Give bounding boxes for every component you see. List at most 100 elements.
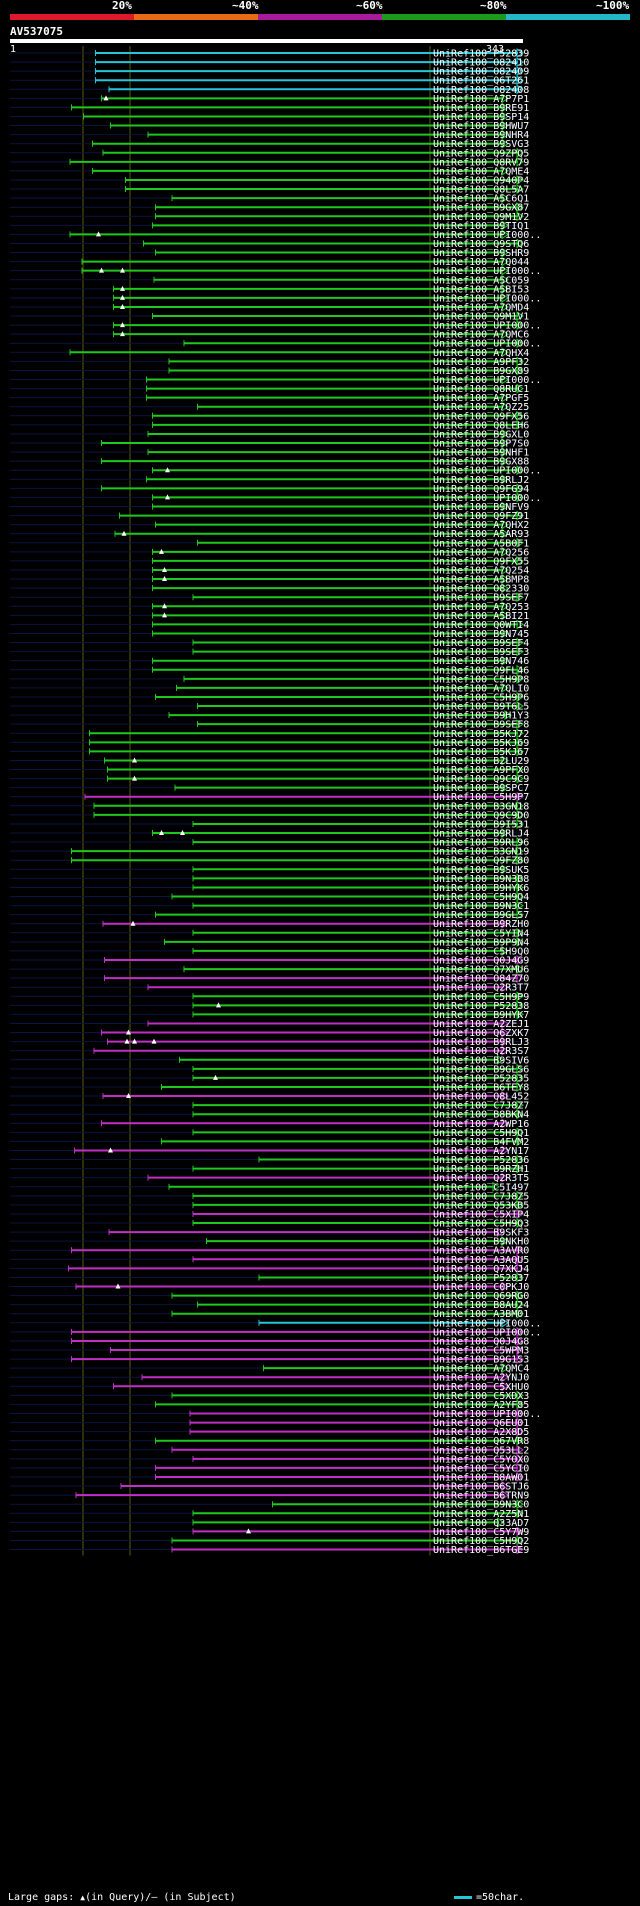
hit-label: UniRef100_Q6T261: [433, 76, 529, 87]
hit-label: UniRef100_A2ZEJ1: [433, 1019, 529, 1030]
hit-end-arrow: [501, 120, 509, 131]
hit-end-arrow: [501, 610, 509, 621]
hit-label: UniRef100_B9SEF4: [433, 638, 529, 649]
hit-label: UniRef100_Q9FX56: [433, 411, 529, 422]
hit-label: UniRef100_A2YF85: [433, 1400, 529, 1411]
hit-end-arrow: [516, 147, 524, 158]
hit-end-arrow: [516, 773, 524, 784]
hit-end-arrow: [501, 129, 509, 140]
hit-label: UniRef100_Q0J4G9: [433, 956, 529, 967]
hit-end-arrow: [501, 474, 509, 485]
query-gap-marker: [132, 775, 137, 781]
hit-end-arrow: [516, 492, 524, 503]
hit-end-arrow: [501, 1381, 509, 1392]
hit-end-arrow: [516, 909, 524, 920]
hit-end-arrow: [516, 238, 524, 249]
hit-end-arrow: [501, 1018, 509, 1029]
hit-end-arrow: [501, 220, 509, 231]
hit-end-arrow: [516, 873, 524, 884]
hit-label: UniRef100_UPI000..: [433, 466, 541, 477]
hit-end-arrow: [501, 438, 509, 448]
hit-end-arrow: [516, 1426, 524, 1437]
hit-label: UniRef100_B9N3C1: [433, 901, 529, 912]
hit-label: UniRef100_B9GX87: [433, 203, 529, 214]
hit-label: UniRef100_B9P7S0: [433, 439, 529, 450]
hit-end-arrow: [516, 1000, 524, 1011]
hit-label: UniRef100_A2Z5N1: [433, 1509, 529, 1520]
hit-label: UniRef100_B3GN18: [433, 801, 529, 812]
hit-label: UniRef100_B9TIQ1: [433, 221, 529, 232]
hit-end-arrow: [516, 900, 524, 911]
hit-end-arrow: [516, 1100, 524, 1111]
hit-end-arrow: [516, 410, 524, 421]
hit-end-arrow: [516, 1163, 524, 1174]
hit-label: UniRef100_A5BI21: [433, 611, 529, 622]
hit-label: UniRef100_A7QMD4: [433, 302, 529, 313]
hit-end-arrow: [516, 737, 524, 748]
hit-end-arrow: [501, 165, 509, 176]
hit-label: UniRef100_C5H9Q3: [433, 1219, 529, 1230]
hit-end-arrow: [516, 664, 524, 675]
hit-label: UniRef100_Q2R3T5: [433, 1173, 529, 1184]
hit-label: UniRef100_UPI000..: [433, 1318, 541, 1329]
hit-end-arrow: [516, 211, 524, 222]
legend-label-100: ~100%: [596, 0, 630, 12]
query-gap-marker: [121, 530, 127, 536]
query-gap-marker: [165, 494, 170, 500]
query-gap-marker: [213, 1074, 218, 1080]
hit-end-arrow: [501, 1490, 509, 1501]
hit-end-arrow: [501, 546, 509, 557]
hit-end-arrow: [516, 1399, 524, 1410]
query-gap-marker: [126, 1093, 131, 1099]
hit-label: UniRef100_C5YOX0: [433, 1454, 529, 1465]
query-end: 343: [486, 44, 505, 55]
hit-label: UniRef100_A3AQU5: [433, 1255, 529, 1266]
hit-label: UniRef100_B9HYK6: [433, 883, 529, 894]
query-gap-marker: [120, 294, 125, 300]
hit-end-arrow: [516, 202, 524, 213]
hit-label: UniRef100_B3GN19: [433, 847, 529, 858]
hit-label: UniRef100_C5H9P6: [433, 692, 529, 703]
hit-end-arrow: [501, 1236, 509, 1247]
hit-label: UniRef100_O82409: [433, 67, 529, 78]
hit-label: UniRef100_B9RLJ3: [433, 1037, 529, 1048]
hit-label: UniRef100_Q2R3T7: [433, 983, 529, 994]
hit-label: UniRef100_Q8LEH6: [433, 420, 529, 431]
hit-end-arrow: [516, 955, 524, 965]
hit-end-arrow: [501, 302, 509, 312]
hit-label: UniRef100_P52835: [433, 1073, 529, 1084]
scale-segment-4: [382, 14, 506, 20]
query-gap-icon: ▲: [80, 1893, 86, 1902]
hit-end-arrow: [501, 392, 509, 403]
legend-label-60: ~60%: [356, 0, 383, 12]
hit-label: UniRef100_B9RZH1: [433, 1164, 529, 1175]
hit-end-arrow: [516, 882, 524, 893]
hit-end-arrow: [492, 1181, 500, 1192]
hit-end-arrow: [501, 374, 509, 385]
hit-label: UniRef100_Q0WTI4: [433, 620, 529, 631]
hit-end-arrow: [501, 247, 509, 258]
hit-label: UniRef100_C5H9Q4: [433, 892, 529, 903]
hit-end-arrow: [516, 1508, 524, 1519]
hit-label: UniRef100_A7QHX2: [433, 520, 529, 531]
hit-label: UniRef100_C7J8Z5: [433, 1191, 529, 1202]
hit-label: UniRef100_Q7XKJ4: [433, 1264, 529, 1275]
hit-label: UniRef100_A7QMC4: [433, 1364, 529, 1375]
identity-legend: 20% ~40% ~60% ~80% ~100%: [0, 0, 640, 12]
scale-legend: =50char.: [454, 1892, 524, 1904]
hit-end-arrow: [501, 1363, 509, 1374]
hit-end-arrow: [501, 111, 509, 122]
hit-end-arrow: [516, 673, 524, 684]
scale-segment-2: [134, 14, 258, 20]
query-bar: [10, 39, 523, 43]
hit-label: UniRef100_Q8L5A7: [433, 185, 529, 196]
hit-end-arrow: [501, 1036, 509, 1047]
hit-end-arrow: [516, 383, 524, 394]
hit-label: UniRef100_B2LU29: [433, 756, 529, 767]
hit-end-arrow: [516, 175, 524, 185]
hit-end-arrow: [516, 419, 524, 430]
hit-end-arrow: [501, 601, 509, 612]
hit-label: UniRef100_C5H9P8: [433, 674, 529, 685]
hit-label: UniRef100_Q67VR8: [433, 1436, 529, 1447]
